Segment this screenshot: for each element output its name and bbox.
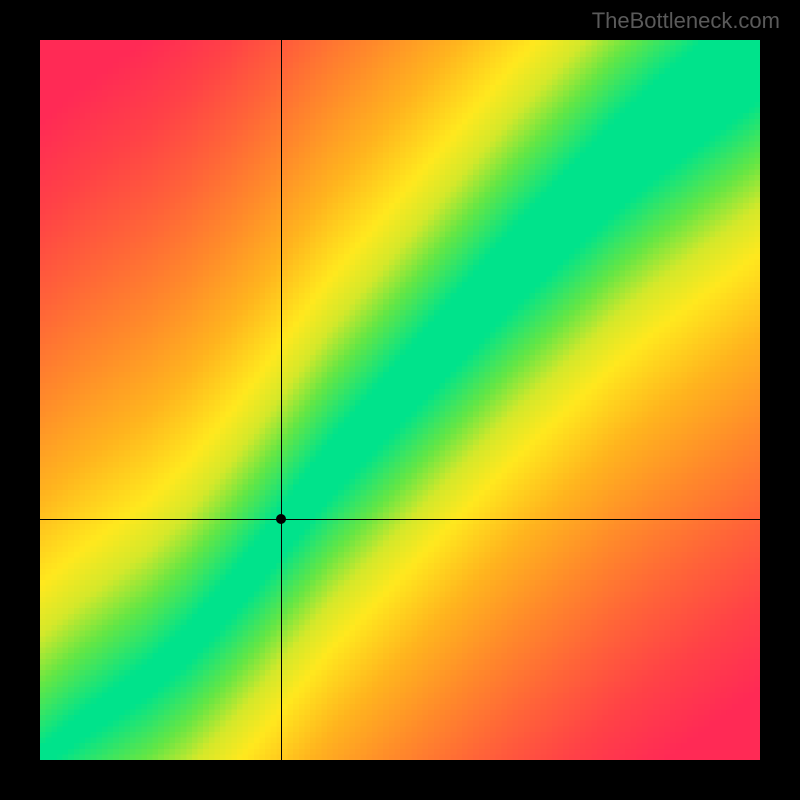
heatmap-plot	[40, 40, 760, 760]
crosshair-vertical	[281, 40, 282, 760]
watermark-text: TheBottleneck.com	[592, 8, 780, 34]
heatmap-canvas	[40, 40, 760, 760]
marker-dot	[276, 514, 286, 524]
crosshair-horizontal	[40, 519, 760, 520]
